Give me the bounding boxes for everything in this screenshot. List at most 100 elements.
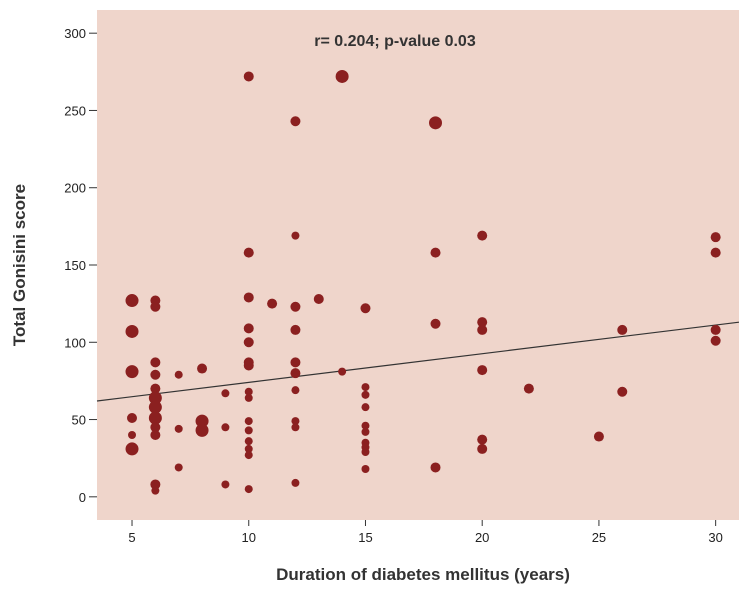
y-tick-label: 0 [79,490,86,505]
data-point [127,413,138,423]
data-point [244,451,253,460]
regression-line [96,321,739,402]
y-tick-label: 200 [64,181,86,196]
data-point [430,318,441,329]
data-point [221,389,230,398]
data-point [174,463,183,472]
correlation-annotation: r= 0.204; p-value 0.03 [314,33,476,50]
y-tick-label: 150 [64,258,86,273]
data-point [313,294,324,304]
data-point [710,324,721,335]
data-point [244,426,253,435]
data-point [477,434,488,445]
data-point [244,437,253,446]
data-point [244,393,253,402]
data-point [617,324,628,335]
data-point [244,417,253,426]
data-point [361,403,370,412]
data-point [710,232,721,243]
data-point [244,485,253,494]
data-point [125,324,139,338]
data-point [338,367,347,376]
x-tick-label: 25 [592,530,606,545]
data-point [477,324,488,335]
data-point [361,448,370,456]
x-tick-label: 10 [242,530,256,545]
data-point [150,357,161,368]
data-point [243,323,254,334]
data-point [593,431,604,442]
data-point [195,414,209,428]
data-point [151,486,160,495]
data-point [244,387,253,396]
data-point [290,324,301,335]
data-point [125,365,139,379]
data-points [125,69,721,495]
data-point [361,383,370,392]
data-point [148,391,162,405]
data-point [523,383,534,394]
data-point [710,247,721,258]
x-tick-label: 20 [475,530,489,545]
data-point [290,357,301,368]
data-point [290,301,301,312]
data-point [244,444,253,453]
x-axis-title: Duration of diabetes mellitus (years) [276,565,570,584]
data-point [710,335,721,346]
data-point [477,230,488,241]
data-point [148,411,162,425]
data-point [243,360,254,371]
x-axis: 5 10 15 20 25 30 [128,520,723,545]
data-point [150,369,161,380]
data-point [291,478,300,487]
data-point [148,400,162,414]
data-point [361,421,370,430]
data-point [125,442,139,456]
data-point [195,423,209,437]
data-point [291,386,300,395]
data-point [430,462,441,473]
data-point [150,430,161,440]
y-tick-label: 100 [64,335,86,350]
data-point [361,465,370,473]
data-point [243,337,254,348]
x-tick-label: 5 [128,530,135,545]
data-point [477,317,488,328]
data-point [477,365,488,376]
data-point [150,422,161,433]
data-point [267,298,278,309]
data-point [290,368,301,379]
plot-area [97,10,739,520]
y-axis: 0 50 100 150 200 250 300 [64,26,97,505]
data-point [617,386,628,397]
data-point [128,431,137,439]
data-point [174,370,183,379]
data-point [360,303,371,314]
data-point [291,417,300,426]
data-point [150,383,161,394]
data-point [477,443,488,454]
data-point [150,301,161,312]
y-tick-label: 50 [72,413,86,428]
data-point [174,424,183,433]
data-point [221,480,230,489]
data-point [429,116,443,130]
data-point [243,247,254,258]
y-tick-label: 250 [64,103,86,118]
data-point [430,247,441,258]
data-point [197,363,208,374]
data-point [291,423,300,432]
y-axis-title: Total Gonisini score [10,184,29,346]
data-point [243,292,254,303]
data-point [150,479,161,490]
data-point [361,390,370,399]
y-tick-label: 300 [64,26,86,41]
data-point [221,423,230,432]
data-point [361,427,370,436]
x-tick-label: 30 [708,530,722,545]
data-point [125,294,139,308]
data-point [291,231,300,240]
x-tick-label: 15 [358,530,372,545]
data-point [290,116,301,127]
